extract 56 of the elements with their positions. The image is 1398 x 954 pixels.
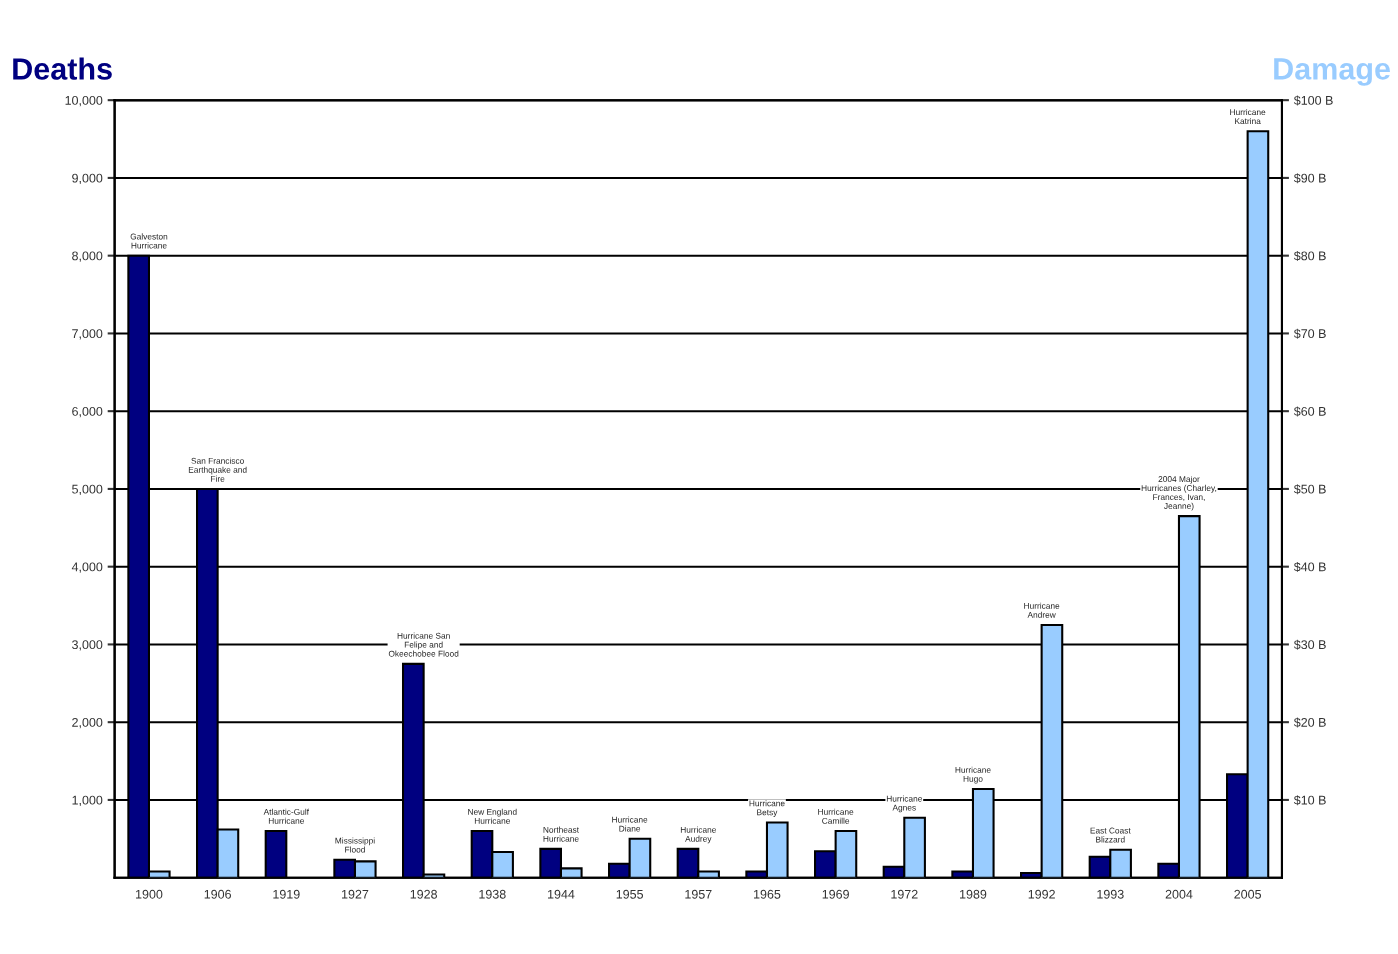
x-tick-label: 2005 (1234, 889, 1262, 899)
x-tick-label: 1955 (616, 889, 644, 899)
annotation: Hurricane Agnes (886, 795, 922, 813)
x-tick-label: 1928 (410, 889, 437, 899)
annotation: Hurricane Diane (612, 816, 648, 832)
x-tick-label: 1992 (1028, 889, 1055, 899)
y2-tick-label: $60 B (1293, 406, 1326, 417)
y-tick-label: 6,000 (72, 406, 103, 418)
annotation: Hurricane Camille (818, 808, 854, 824)
annotation: Hurricane San Felipe and Okeechobee Flood (388, 632, 459, 657)
x-tick-label: 1993 (1097, 889, 1124, 899)
annotation: New England Hurricane (468, 808, 517, 824)
annotation: 2004 Major Hurricanes (Charley, Frances, Ivan, Jeanne) (1141, 475, 1217, 511)
x-tick-label: 1957 (685, 889, 712, 899)
x-tick-label: 1919 (273, 889, 300, 899)
annotation: Atlantic-Gulf Hurricane (263, 808, 310, 824)
y-tick-label: 2,000 (72, 717, 103, 729)
y-axis-title: Deaths (13, 57, 112, 80)
y2-tick-label: $20 B (1293, 717, 1326, 728)
x-tick-label: 1972 (891, 889, 918, 899)
y-tick-label: 1,000 (72, 795, 103, 807)
y2-tick-label: $100 B (1293, 95, 1333, 106)
annotation: Hurricane Andrew (1024, 602, 1060, 618)
y-tick-label: 8,000 (72, 251, 103, 262)
y2-tick-label: $40 B (1293, 561, 1326, 573)
x-tick-label: 1927 (342, 889, 369, 899)
annotation: Hurricane Katrina (1230, 108, 1266, 125)
annotation: San Francisco Earthquake and Fire (188, 457, 247, 482)
x-tick-label: 2004 (1165, 889, 1193, 899)
y-tick-label: 3,000 (72, 640, 103, 651)
annotation: East Coast Blizzard (1090, 827, 1131, 843)
y2-tick-label: $10 B (1293, 795, 1326, 806)
x-tick-label: 1969 (822, 889, 849, 899)
y2-axis-title: Damage (1274, 58, 1390, 86)
y2-tick-label: $80 B (1293, 250, 1326, 262)
annotation: Northeast Hurricane (543, 826, 579, 842)
annotation: Hurricane Betsy (749, 800, 785, 817)
y-tick-label: 4,000 (71, 562, 103, 573)
y2-tick-label: $50 B (1293, 484, 1326, 495)
x-tick-label: 1938 (479, 889, 506, 899)
y-tick-label: 7,000 (72, 329, 103, 340)
annotation: Mississippi Flood (335, 837, 375, 853)
annotation: Galveston Hurricane (130, 233, 168, 249)
x-tick-label: 1944 (548, 889, 575, 899)
x-tick-label: 1965 (754, 889, 781, 899)
y-tick-label: 10,000 (65, 95, 103, 107)
y-tick-label: 5,000 (72, 484, 103, 496)
annotation: Hurricane Hugo (955, 766, 991, 784)
y-tick-label: 9,000 (72, 173, 103, 185)
y2-tick-label: $30 B (1293, 639, 1326, 650)
x-tick-label: 1906 (204, 889, 231, 899)
x-tick-label: 1900 (136, 889, 163, 899)
y2-tick-label: $90 B (1293, 173, 1326, 184)
x-tick-label: 1989 (960, 889, 987, 899)
annotation: Hurricane Audrey (680, 826, 716, 844)
y2-tick-label: $70 B (1293, 328, 1326, 339)
